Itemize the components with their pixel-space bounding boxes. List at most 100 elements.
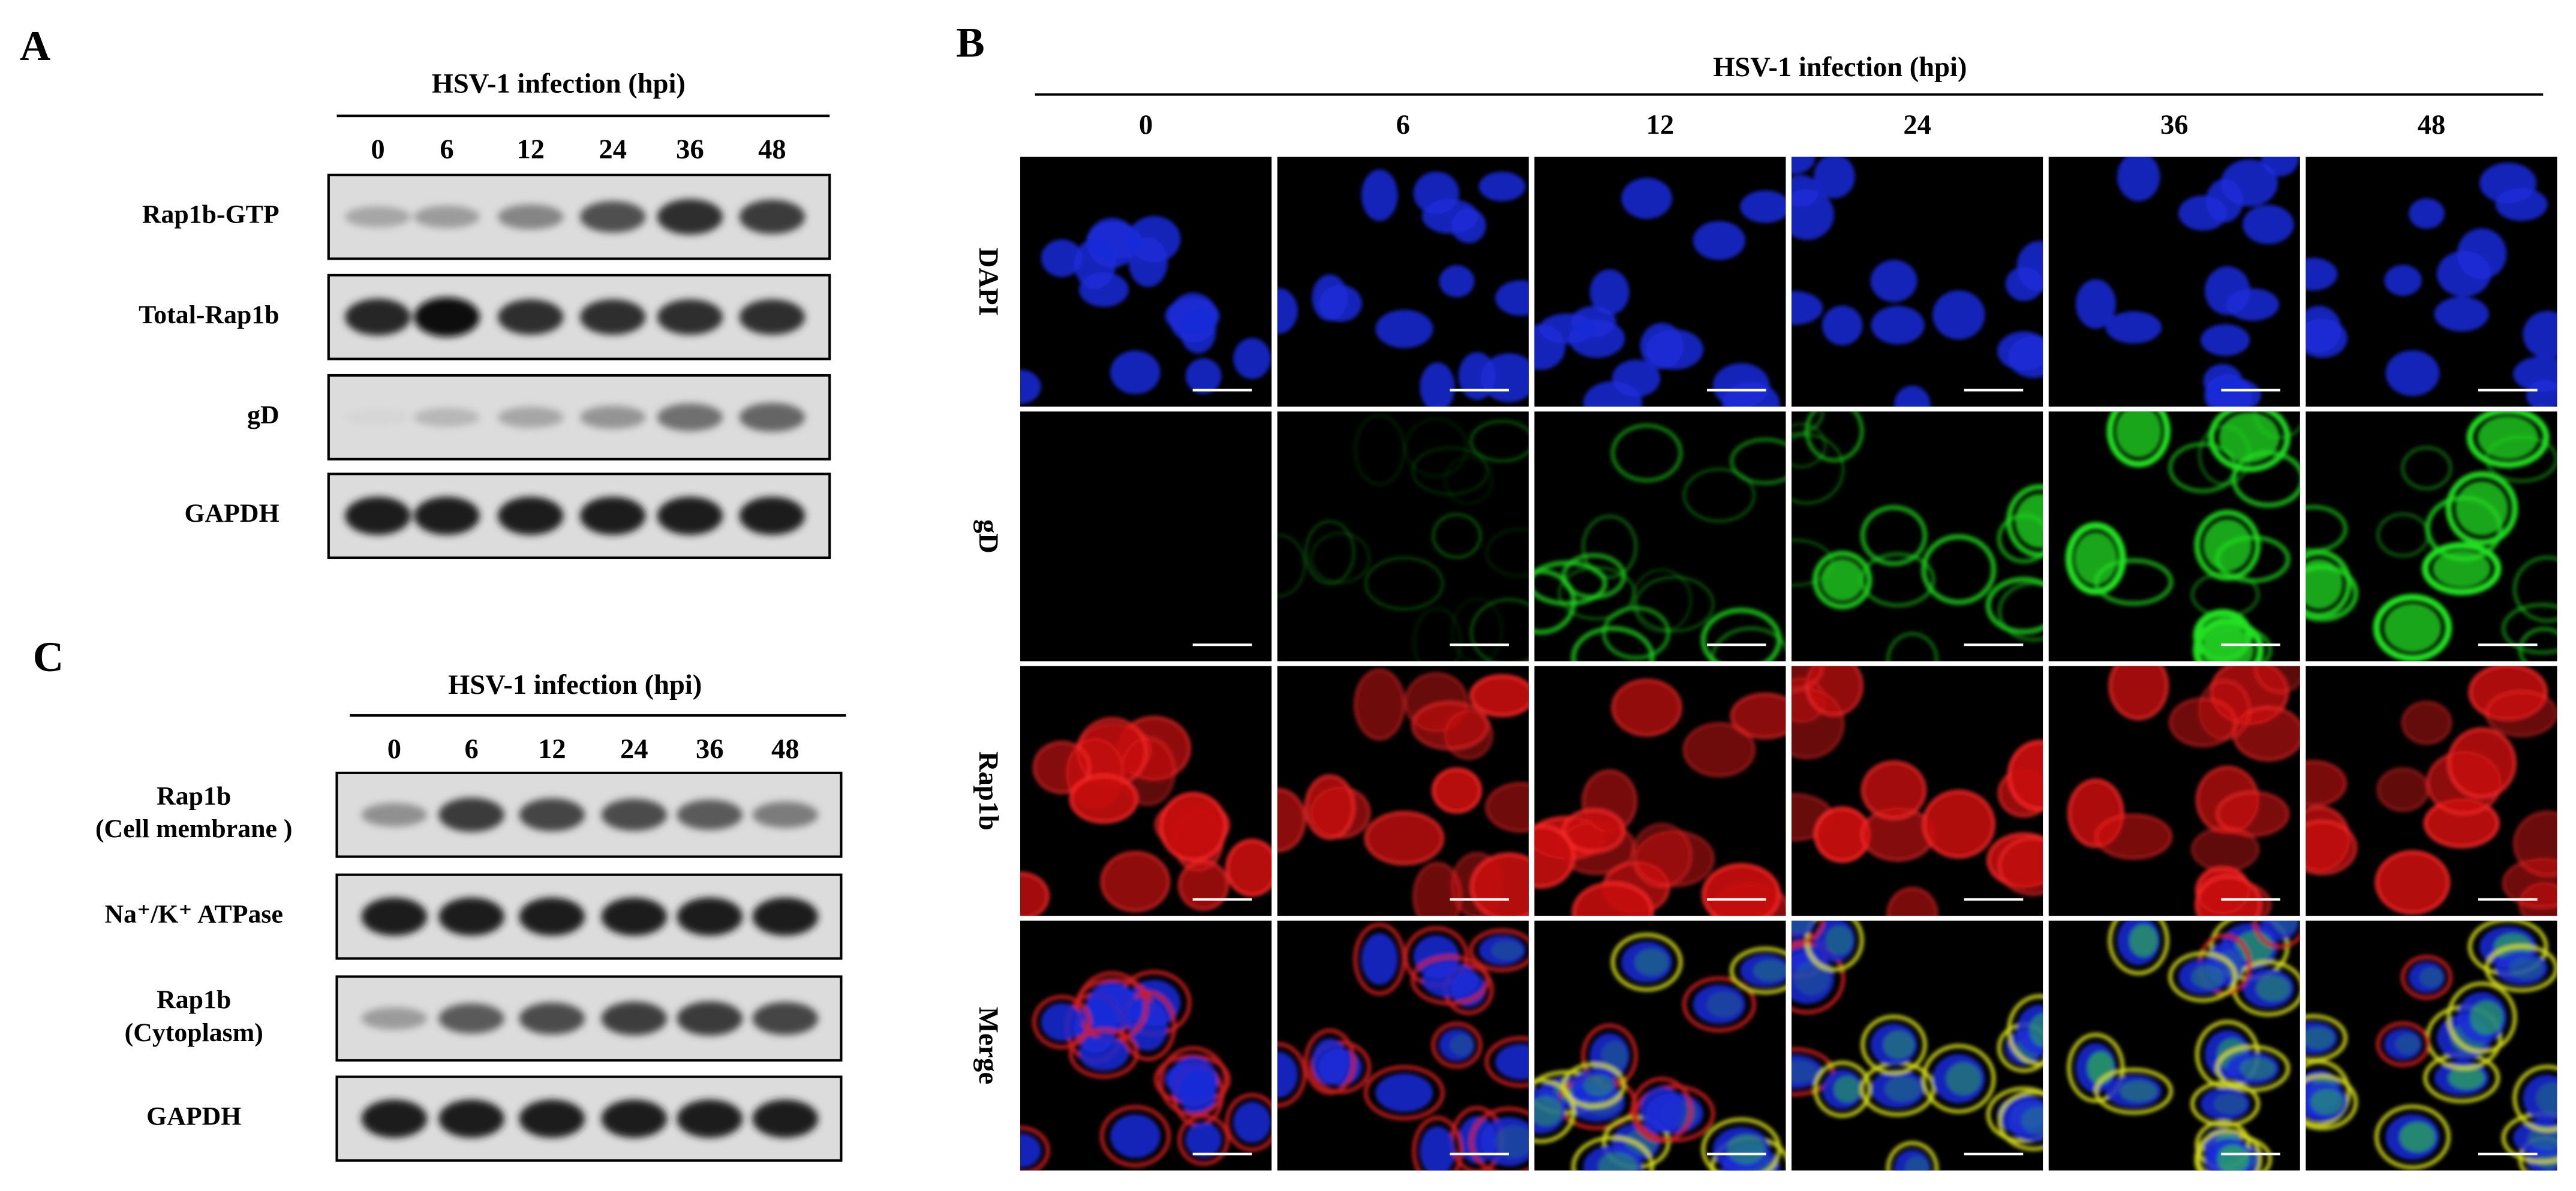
nucleus bbox=[1640, 323, 1684, 369]
band bbox=[414, 497, 480, 535]
nucleus bbox=[2513, 356, 2557, 392]
merge-signal bbox=[2306, 1073, 2358, 1130]
nucleus bbox=[2226, 288, 2280, 321]
nucleus bbox=[1871, 306, 1925, 345]
merge-signal bbox=[1484, 1036, 1529, 1088]
row-label: Na⁺/K⁺ ATPase bbox=[105, 900, 283, 929]
rap1b-signal bbox=[2108, 666, 2169, 721]
gd-signal bbox=[1729, 437, 1786, 485]
merge-signal bbox=[2029, 1013, 2043, 1047]
gd-signal bbox=[1411, 446, 1489, 496]
nucleus bbox=[2306, 318, 2347, 358]
merge-signal bbox=[1571, 1135, 1654, 1171]
nucleus bbox=[1478, 172, 1526, 201]
gd-signal bbox=[2219, 412, 2280, 463]
nucleus bbox=[1420, 1126, 1455, 1171]
rap1b-signal bbox=[1485, 781, 1529, 833]
micrograph bbox=[1792, 411, 2043, 661]
gd-signal bbox=[2455, 481, 2509, 536]
merge-signal bbox=[1825, 925, 1853, 955]
timepoint-label: 24 bbox=[1903, 110, 1931, 140]
merge-signal bbox=[2399, 1121, 2436, 1153]
nucleus bbox=[1079, 272, 1129, 307]
cells bbox=[1792, 666, 2043, 916]
band bbox=[752, 897, 819, 936]
nucleus bbox=[1792, 157, 1815, 175]
gd-signal bbox=[2421, 542, 2502, 596]
band bbox=[657, 497, 723, 535]
row-label: (Cytoplasm) bbox=[125, 1018, 263, 1047]
cells bbox=[2306, 163, 2557, 407]
rap1b-signal bbox=[1998, 836, 2043, 896]
rap1b-signal bbox=[1792, 666, 1824, 691]
merge-signal bbox=[1792, 921, 1824, 946]
cells bbox=[1534, 933, 1786, 1171]
gd-signal bbox=[1631, 568, 1693, 633]
row-label: (Cell membrane ) bbox=[95, 814, 293, 843]
band bbox=[601, 1001, 668, 1036]
merge-signal bbox=[1986, 1087, 2043, 1144]
panel-title: HSV-1 infection (hpi) bbox=[1713, 52, 1967, 83]
row-label: gD bbox=[247, 401, 279, 429]
merge-signal bbox=[1946, 1062, 1982, 1096]
nucleus bbox=[1421, 963, 1478, 998]
band bbox=[739, 299, 805, 335]
nucleus bbox=[1233, 338, 1271, 379]
nucleus bbox=[1589, 269, 1630, 315]
merge-signal bbox=[1412, 1115, 1463, 1171]
rap1b-signal bbox=[1069, 774, 1139, 824]
gd-signal bbox=[1469, 598, 1529, 661]
micrograph bbox=[1792, 666, 2043, 916]
nucleus bbox=[1128, 1001, 1168, 1051]
merge-signal bbox=[1304, 1028, 1356, 1095]
rap1b-signal bbox=[1534, 824, 1576, 889]
merge-signal bbox=[1792, 921, 1812, 933]
band bbox=[361, 1099, 428, 1138]
row-label: gD bbox=[973, 519, 1003, 554]
merge-signal bbox=[1997, 1090, 2043, 1151]
gd-signal bbox=[1860, 505, 1928, 567]
merge-signal bbox=[2374, 1104, 2451, 1170]
band bbox=[601, 798, 668, 831]
band bbox=[345, 497, 411, 535]
gd-signal bbox=[2006, 484, 2043, 558]
band bbox=[657, 199, 723, 235]
band bbox=[677, 1001, 743, 1036]
gd-signal bbox=[1571, 625, 1655, 661]
rap1b-signal bbox=[1020, 871, 1050, 916]
merge-signal bbox=[1631, 1076, 1693, 1143]
band bbox=[579, 201, 646, 233]
band bbox=[438, 1099, 504, 1138]
gd-signal bbox=[2065, 522, 2126, 596]
merge-signal bbox=[1833, 1076, 1861, 1103]
merge-signal bbox=[2217, 1145, 2250, 1171]
nucleus bbox=[1640, 1087, 1684, 1133]
gd-signal bbox=[1886, 631, 1939, 661]
micrograph bbox=[1534, 666, 1786, 916]
merge-signal bbox=[1363, 1065, 1445, 1121]
band bbox=[657, 299, 723, 335]
row-label: Rap1b bbox=[973, 751, 1003, 831]
merge-signal bbox=[2194, 1129, 2263, 1171]
timepoint-label: 36 bbox=[2160, 110, 2189, 140]
merge-signal bbox=[2310, 1089, 2344, 1115]
merge-signal bbox=[1634, 1084, 1715, 1142]
rap1b-signal bbox=[2374, 850, 2451, 915]
nucleus bbox=[1041, 239, 1083, 277]
row-label: Merge bbox=[973, 1007, 1003, 1084]
merge-signal bbox=[1450, 1034, 1474, 1056]
merge-signal bbox=[1177, 1114, 1230, 1166]
rap1b-signal bbox=[1631, 822, 1693, 888]
gd-signal bbox=[1792, 422, 1827, 468]
nucleus bbox=[1185, 1122, 1222, 1158]
nucleus bbox=[2016, 240, 2043, 292]
merge-signal bbox=[2400, 955, 2453, 1000]
row-label: Rap1b-GTP bbox=[142, 200, 279, 229]
cells bbox=[1277, 668, 1529, 916]
blot-strip bbox=[327, 273, 831, 360]
band bbox=[739, 402, 805, 432]
band bbox=[438, 897, 504, 936]
band bbox=[677, 799, 743, 830]
nucleus bbox=[1086, 218, 1138, 268]
blot-strip bbox=[327, 374, 831, 461]
